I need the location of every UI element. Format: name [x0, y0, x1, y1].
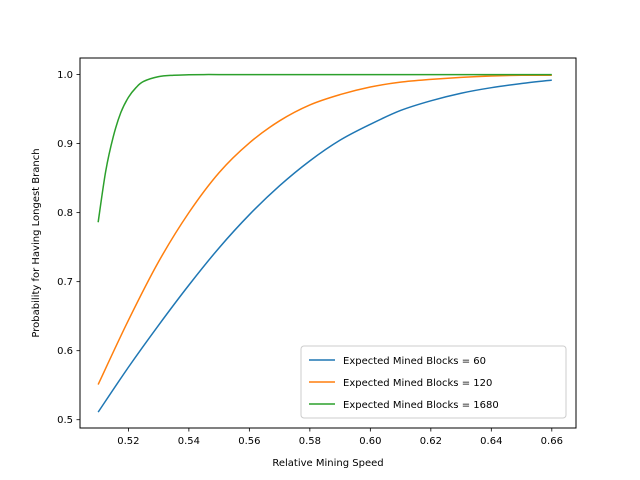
y-tick-label: 0.7: [57, 277, 73, 288]
x-tick-label: 0.52: [117, 436, 139, 447]
legend-label-0: Expected Mined Blocks = 60: [343, 356, 486, 367]
series-line-0: [97, 79, 552, 413]
x-tick-label: 0.56: [238, 436, 260, 447]
y-axis: 0.5 0.6 0.7 0.8 0.9 1.0: [57, 70, 80, 426]
legend-box: [300, 345, 567, 419]
legend-label-2: Expected Mined Blocks = 1680: [343, 400, 499, 411]
series-line-2: [97, 73, 552, 223]
x-tick-label: 0.58: [299, 436, 321, 447]
x-tick-label: 0.54: [178, 436, 200, 447]
y-tick-label: 0.9: [57, 139, 73, 150]
x-axis-label: Relative Mining Speed: [272, 458, 383, 469]
x-tick-label: 0.60: [359, 436, 381, 447]
legend-label-1: Expected Mined Blocks = 120: [343, 378, 492, 389]
y-tick-label: 0.8: [57, 208, 73, 219]
y-tick-label: 1.0: [57, 70, 73, 81]
series-line-1: [97, 74, 552, 385]
x-tick-label: 0.66: [541, 436, 563, 447]
y-axis-label: Probability for Having Longest Branch: [31, 148, 42, 337]
y-tick-label: 0.6: [57, 346, 73, 357]
x-tick-label: 0.64: [480, 436, 502, 447]
x-tick-label: 0.62: [420, 436, 442, 447]
x-axis: 0.52 0.54 0.56 0.58 0.60 0.62 0.64 0.66: [117, 428, 563, 447]
legend: Expected Mined Blocks = 60 Expected Mined…: [300, 345, 567, 419]
series-layer: [97, 73, 552, 413]
plot-frame: [79, 57, 577, 429]
y-tick-label: 0.5: [57, 415, 73, 426]
